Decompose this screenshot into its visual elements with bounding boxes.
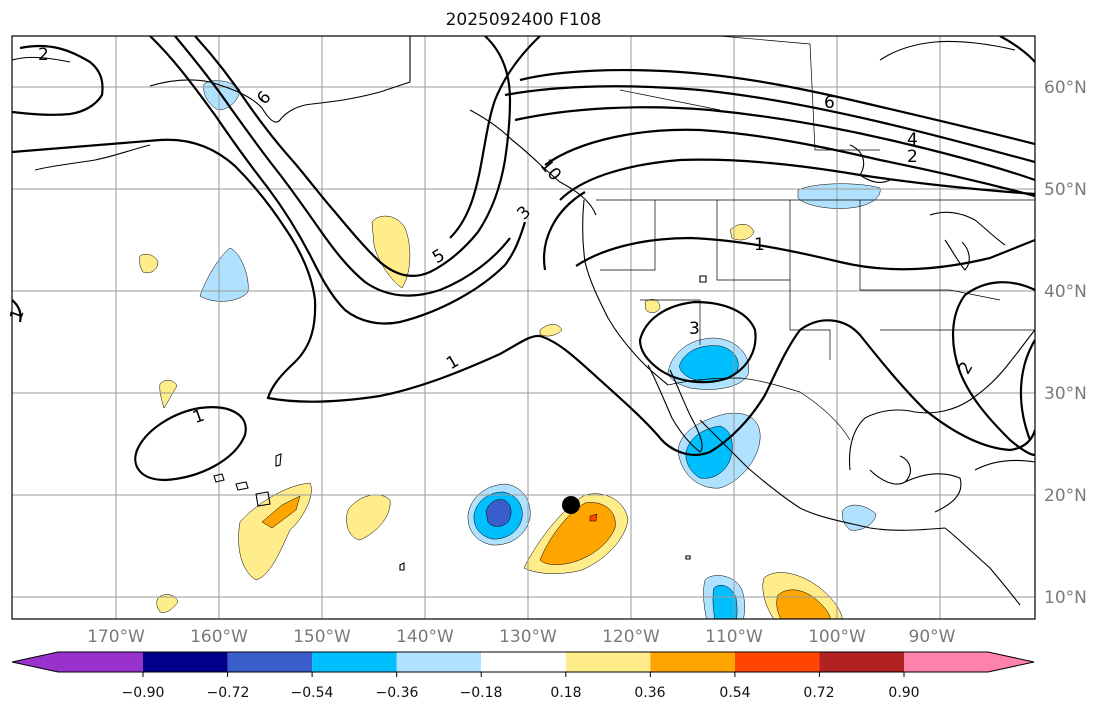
positive-anomaly-area xyxy=(371,215,411,289)
colorbar-segment xyxy=(904,652,1034,672)
colorbar-segment xyxy=(312,652,397,672)
colorbar-label: 0.54 xyxy=(719,685,750,701)
map-title: 2025092400 F108 xyxy=(445,10,602,30)
lon-label: 130°W xyxy=(499,627,557,647)
lon-label: 90°W xyxy=(909,627,956,647)
lon-label: 120°W xyxy=(602,627,660,647)
positive-anomaly-area xyxy=(261,495,301,529)
graticule xyxy=(12,36,1035,619)
political-borders xyxy=(409,36,1035,441)
anomaly-shading xyxy=(139,80,881,619)
lon-label: 100°W xyxy=(808,627,866,647)
negative-anomaly-area xyxy=(797,183,881,209)
contour-label: 6 xyxy=(824,93,835,113)
colorbar-label: 0.90 xyxy=(888,685,919,701)
colorbar-segment xyxy=(819,652,904,672)
colorbar-segment xyxy=(734,652,820,672)
positive-anomaly-area xyxy=(156,594,179,613)
lat-label: 40°N xyxy=(1044,282,1087,302)
longitude-labels: 170°W 160°W 150°W 140°W 130°W 120°W 110°… xyxy=(87,627,956,647)
colorbar-segment xyxy=(143,652,228,672)
lon-label: 140°W xyxy=(396,627,454,647)
colorbar: −0.90 −0.72 −0.54 −0.36 −0.18 0.18 0.36 … xyxy=(11,651,1035,701)
colorbar-label: −0.90 xyxy=(122,685,165,701)
colorbar-label: 0.36 xyxy=(634,685,665,701)
lon-label: 150°W xyxy=(293,627,351,647)
colorbar-segment xyxy=(650,652,735,672)
colorbar-segment xyxy=(565,652,651,672)
contour-label: 2 xyxy=(907,147,918,167)
lat-label: 30°N xyxy=(1044,384,1087,404)
negative-anomaly-area xyxy=(199,247,249,302)
contour-label: 5 xyxy=(429,245,448,268)
contour-label: 3 xyxy=(689,319,700,339)
colorbar-label: −0.72 xyxy=(207,685,250,701)
positive-anomaly-area xyxy=(346,494,391,541)
contour-label: 1 xyxy=(190,406,207,428)
colorbar-ticks xyxy=(142,672,905,677)
colorbar-label: −0.18 xyxy=(460,685,503,701)
contour-label: 1 xyxy=(6,307,28,324)
contour-label: 4 xyxy=(907,130,918,150)
height-contours xyxy=(12,36,1035,482)
contour-label: 2 xyxy=(955,358,978,377)
contour-label: 10 xyxy=(536,156,565,185)
colorbar-segment xyxy=(481,652,566,672)
colorbar-labels: −0.90 −0.72 −0.54 −0.36 −0.18 0.18 0.36 … xyxy=(122,685,920,701)
positive-anomaly-area xyxy=(589,513,598,522)
negative-anomaly-area xyxy=(485,499,512,527)
latitude-labels: 60°N 50°N 40°N 30°N 20°N 10°N xyxy=(1044,78,1087,608)
lat-label: 20°N xyxy=(1044,486,1087,506)
colorbar-segment xyxy=(396,652,482,672)
colorbar-segments xyxy=(12,652,1034,672)
colorbar-segment xyxy=(12,652,143,672)
positive-anomaly-area xyxy=(159,380,178,409)
contour-label: 3 xyxy=(513,202,535,224)
colorbar-label: −0.54 xyxy=(291,685,334,701)
lat-label: 10°N xyxy=(1044,588,1087,608)
positive-anomaly-area xyxy=(729,224,755,241)
colorbar-label: 0.18 xyxy=(550,685,581,701)
colorbar-segment xyxy=(227,652,313,672)
lon-label: 160°W xyxy=(190,627,248,647)
positive-anomaly-area xyxy=(238,482,312,581)
contour-label: 1 xyxy=(754,235,765,255)
map-frame xyxy=(11,35,1036,620)
colorbar-label: 0.72 xyxy=(803,685,834,701)
positive-anomaly-area xyxy=(139,254,159,274)
coastlines xyxy=(12,36,1035,606)
storm-marker xyxy=(562,496,580,514)
lat-label: 60°N xyxy=(1044,78,1087,98)
contour-label: 2 xyxy=(38,45,49,65)
lon-label: 170°W xyxy=(87,627,145,647)
lat-label: 50°N xyxy=(1044,180,1087,200)
colorbar-label: −0.36 xyxy=(376,685,419,701)
lon-label: 110°W xyxy=(705,627,763,647)
negative-anomaly-area xyxy=(712,585,738,619)
contour-labels: 2 6 6 4 2 1 10 5 3 1 1 1 3 2 xyxy=(6,45,977,428)
colorbar-outline xyxy=(11,651,1035,673)
positive-anomaly-area xyxy=(644,299,661,313)
contour-label: 6 xyxy=(253,88,275,109)
positive-anomaly-area xyxy=(539,324,563,337)
negative-anomaly-area xyxy=(842,504,877,531)
